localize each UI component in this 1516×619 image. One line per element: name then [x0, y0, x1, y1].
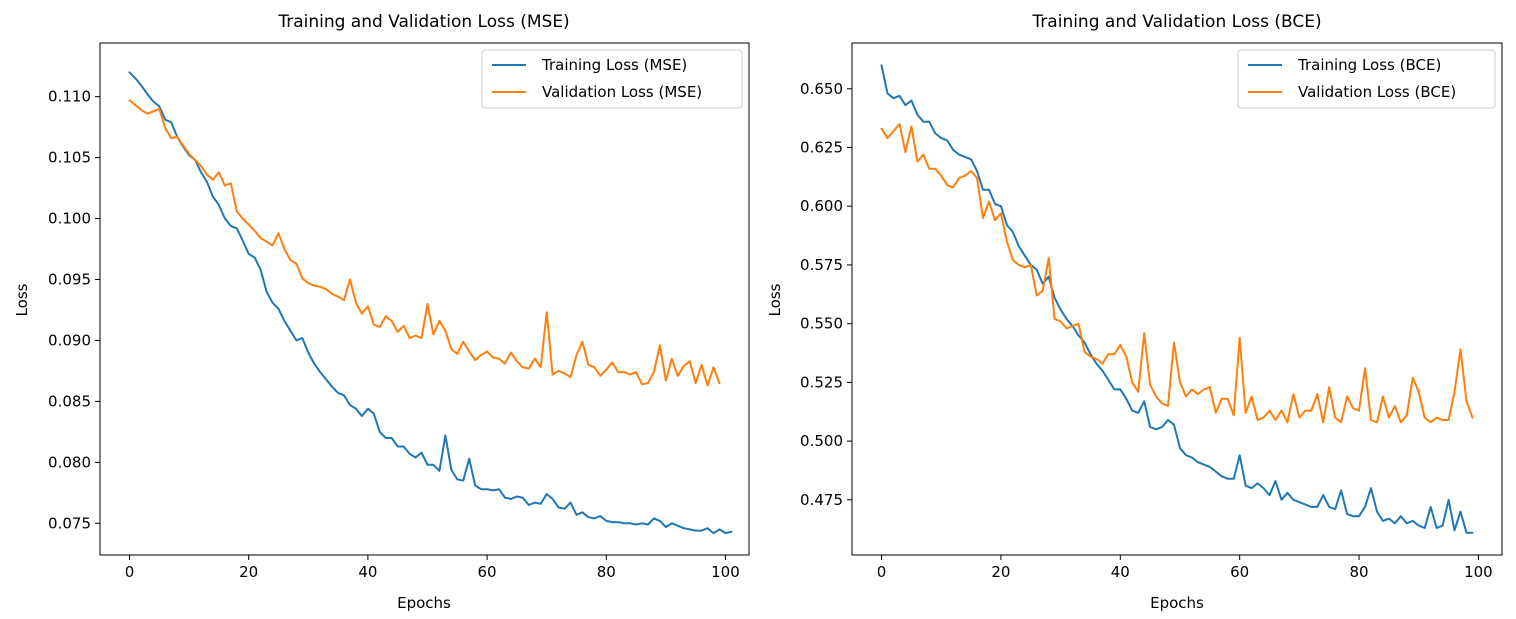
- x-axis-label: Epochs: [1150, 594, 1204, 612]
- y-tick-label: 0.105: [48, 149, 91, 167]
- x-tick-label: 0: [125, 563, 135, 581]
- validation-loss-line: [128, 99, 721, 387]
- y-tick-label: 0.090: [48, 331, 91, 349]
- legend-label-validation: Validation Loss (MSE): [542, 83, 702, 101]
- training-loss-line: [880, 64, 1474, 534]
- y-tick-label: 0.075: [48, 514, 91, 532]
- axis-ticks: 0 20 40 60 80 100 0.475 0.500 0.525 0.550 0.575 0.6…: [800, 80, 1493, 581]
- legend: Training Loss (BCE) Validation Loss (BCE…: [1237, 49, 1496, 109]
- legend-label-validation: Validation Loss (BCE): [1298, 83, 1456, 101]
- y-axis-label: Loss: [766, 283, 784, 316]
- x-tick-label: 100: [1464, 563, 1493, 581]
- plot-frame: [99, 42, 750, 556]
- x-tick-label: 0: [877, 563, 887, 581]
- legend-box: [1237, 49, 1496, 109]
- validation-loss-line: [880, 123, 1474, 424]
- x-tick-label: 100: [711, 563, 740, 581]
- y-tick-label: 0.625: [800, 139, 843, 157]
- training-loss-line: [128, 71, 733, 535]
- x-tick-label: 60: [478, 563, 497, 581]
- y-tick-label: 0.080: [48, 453, 91, 471]
- legend: Training Loss (MSE) Validation Loss (MSE…: [481, 49, 743, 109]
- y-tick-label: 0.110: [48, 88, 91, 106]
- axis-ticks: 0 20 40 60 80 100 0.075 0.080 0.085 0.090 0.095 0.1…: [48, 88, 740, 581]
- x-axis-label: Epochs: [397, 594, 451, 612]
- x-tick-label: 80: [597, 563, 616, 581]
- y-tick-label: 0.650: [800, 80, 843, 98]
- y-tick-label: 0.475: [800, 491, 843, 509]
- x-tick-label: 60: [1230, 563, 1249, 581]
- legend-label-training: Training Loss (BCE): [1297, 56, 1441, 74]
- legend-box: [481, 49, 743, 109]
- y-tick-label: 0.095: [48, 270, 91, 288]
- x-tick-label: 20: [991, 563, 1010, 581]
- y-tick-label: 0.500: [800, 432, 843, 450]
- y-axis-label: Loss: [13, 283, 31, 316]
- y-tick-label: 0.600: [800, 197, 843, 215]
- x-tick-label: 40: [358, 563, 377, 581]
- x-tick-label: 80: [1350, 563, 1369, 581]
- legend-label-training: Training Loss (MSE): [541, 56, 687, 74]
- x-tick-label: 20: [239, 563, 258, 581]
- y-tick-label: 0.575: [800, 256, 843, 274]
- series-lines: [880, 64, 1474, 534]
- series-lines: [128, 71, 733, 535]
- bce-loss-chart: Training and Validation Loss (BCE) Epoch…: [766, 12, 1503, 612]
- y-tick-label: 0.550: [800, 315, 843, 333]
- y-tick-label: 0.085: [48, 392, 91, 410]
- chart-title: Training and Validation Loss (BCE): [1031, 12, 1321, 32]
- plot-frame: [851, 42, 1503, 556]
- chart-title: Training and Validation Loss (MSE): [277, 12, 569, 32]
- x-tick-label: 40: [1111, 563, 1130, 581]
- mse-loss-chart: Training and Validation Loss (MSE) Epoch…: [13, 12, 750, 612]
- y-tick-label: 0.525: [800, 373, 843, 391]
- y-tick-label: 0.100: [48, 210, 91, 228]
